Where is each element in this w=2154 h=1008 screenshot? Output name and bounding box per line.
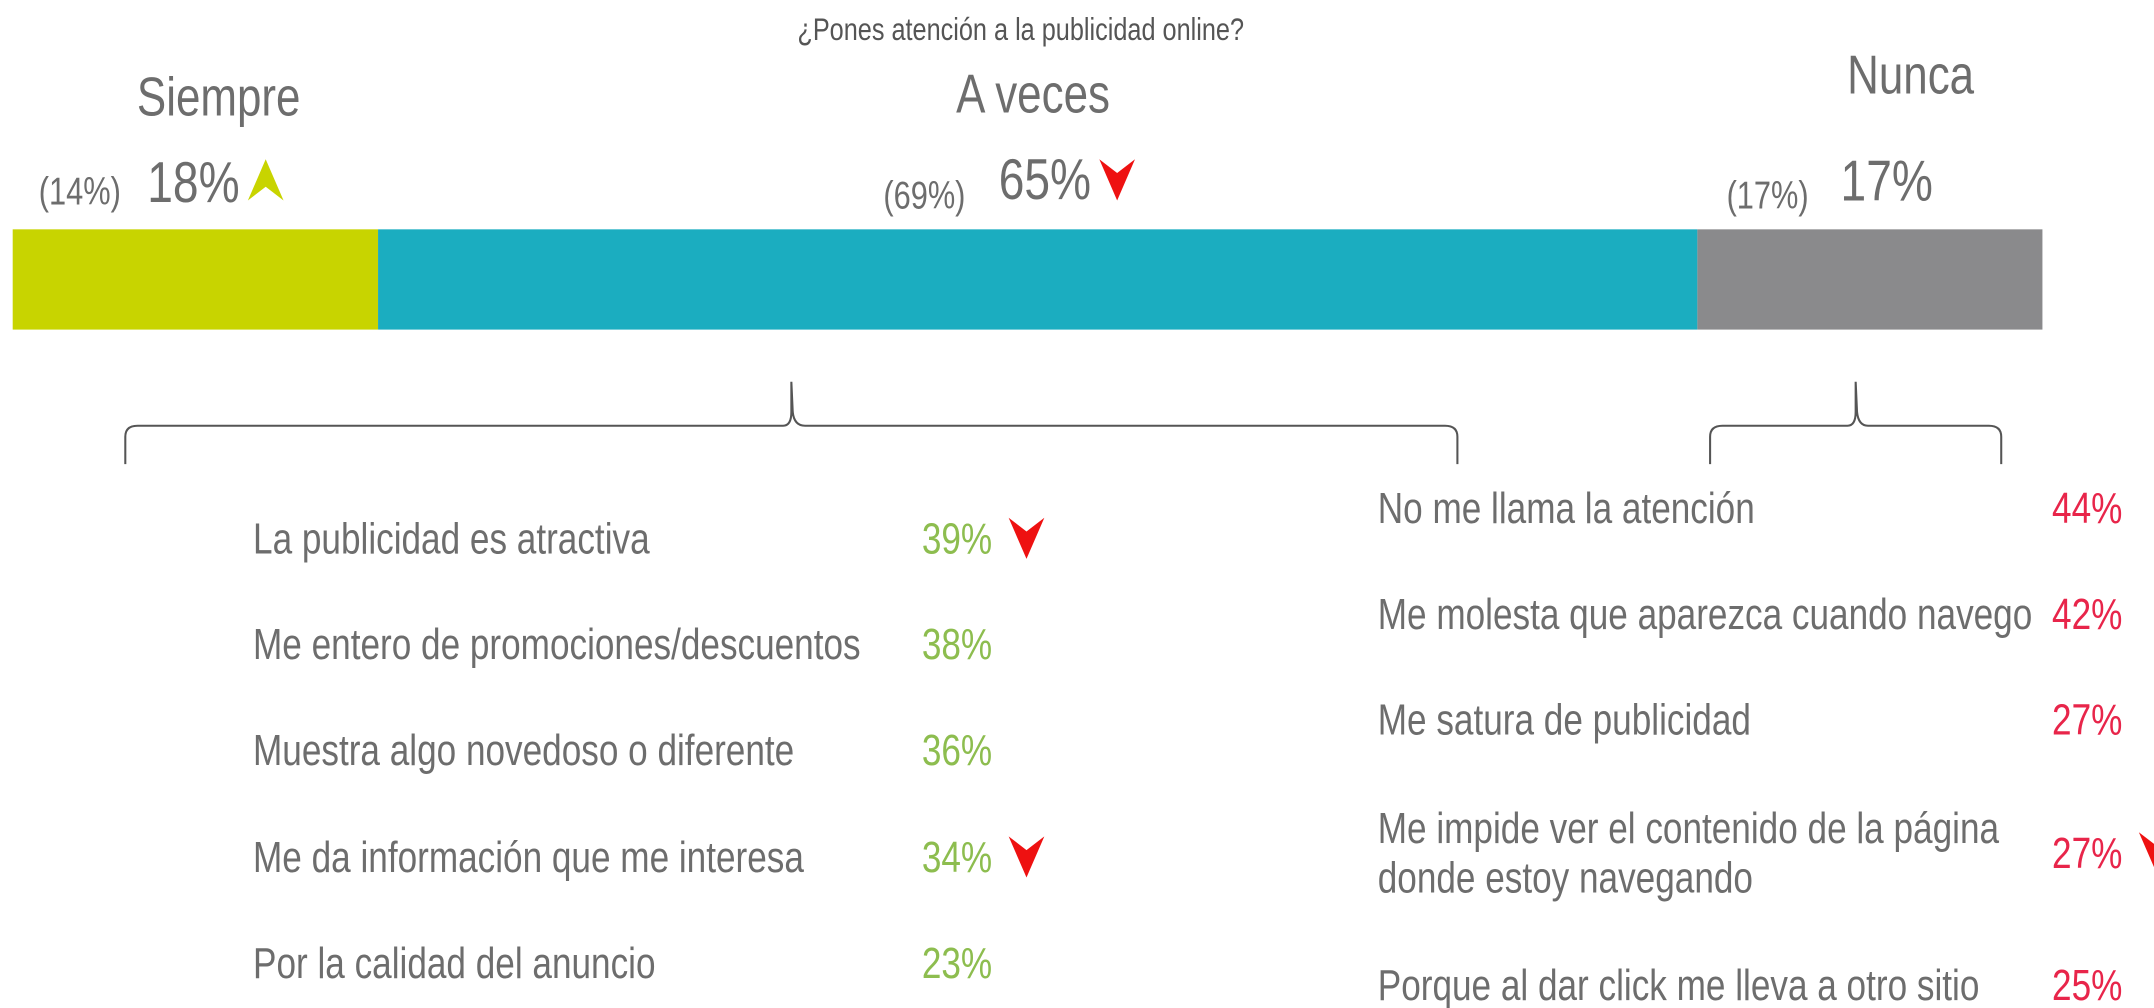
brace [1709, 381, 2003, 465]
previous-label: (69%) [883, 175, 965, 218]
trend-arrow [247, 159, 284, 201]
legend-label: Siempre [137, 66, 301, 128]
reason-label: Me da información que me interesa [253, 833, 805, 882]
bar-segment [12, 229, 379, 330]
legend-label: Nunca [1847, 44, 1974, 106]
reason-value: 38% [922, 621, 992, 670]
trend-arrow [1099, 159, 1136, 201]
reason-value: 23% [922, 939, 992, 988]
reason-value: 39% [922, 515, 992, 564]
legend-label: A veces [956, 63, 1110, 125]
bar-segment [378, 229, 1698, 330]
trend-arrow [2138, 832, 2154, 868]
reason-value: 27% [2052, 829, 2122, 878]
reason-label: Me satura de publicidad [1378, 696, 1751, 745]
reason-label: La publicidad es atractiva [253, 515, 650, 564]
reason-value: 27% [2052, 696, 2122, 745]
reason-value: 42% [2052, 590, 2122, 639]
value-label: 17% [1841, 150, 1933, 214]
reason-value: 44% [2052, 485, 2122, 534]
reason-value: 34% [922, 833, 992, 882]
reason-label: donde estoy navegando [1378, 854, 1753, 903]
trend-arrow [1008, 517, 1045, 559]
previous-label: (14%) [39, 170, 121, 213]
reason-label: Me impide ver el contenido de la página [1378, 805, 2000, 854]
value-label: 18% [147, 151, 239, 215]
reason-label: Muestra algo novedoso o diferente [253, 726, 794, 775]
reason-label: No me llama la atención [1378, 485, 1755, 534]
trend-arrow [1008, 836, 1045, 878]
reason-label: Por la calidad del anuncio [253, 939, 655, 988]
value-label: 65% [999, 148, 1091, 212]
reason-value: 25% [2052, 961, 2122, 1008]
reason-label: Me molesta que aparezca cuando navego [1378, 590, 2033, 639]
brace [124, 381, 1459, 465]
reason-value: 36% [922, 726, 992, 775]
reason-label: Me entero de promociones/descuentos [253, 621, 861, 670]
reason-label: Porque al dar click me lleva a otro siti… [1378, 961, 1980, 1008]
previous-label: (17%) [1727, 175, 1809, 218]
chart-title: ¿Pones atención a la publicidad online? [797, 12, 1244, 47]
bar-segment [1697, 229, 2043, 330]
